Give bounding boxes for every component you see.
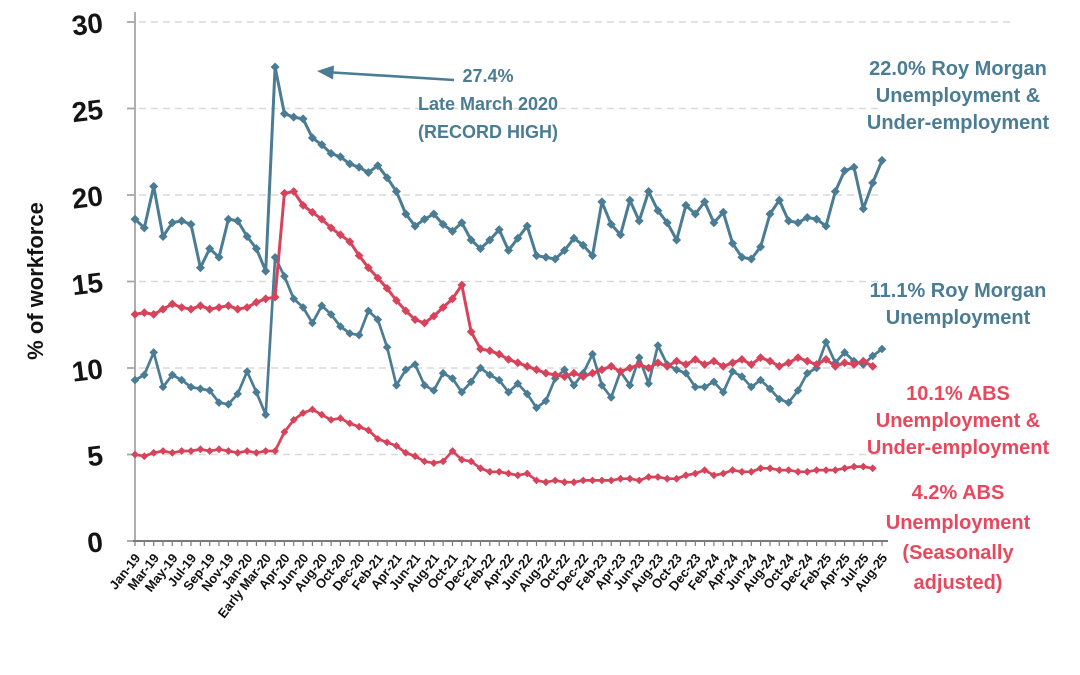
svg-text:0: 0: [85, 526, 104, 559]
series-label-line: (Seasonally: [902, 542, 1014, 564]
series-label-line: Unemployment &: [875, 410, 1041, 432]
annotation-value: 27.4%: [462, 66, 514, 86]
svg-text:5: 5: [85, 440, 104, 473]
series-label-line: adjusted): [913, 572, 1003, 594]
svg-text:30: 30: [70, 7, 105, 42]
record-high-annotation: 27.4% Late March 2020 (RECORD HIGH): [398, 62, 578, 146]
svg-text:20: 20: [70, 180, 105, 215]
annotation-date: Late March 2020: [417, 94, 559, 114]
series-label-line: 11.1% Roy Morgan: [869, 280, 1047, 302]
annotation-note: (RECORD HIGH): [418, 122, 558, 142]
series-label-roy-morgan-unemployment: 11.1% Roy Morgan Unemployment: [838, 278, 1078, 332]
series-label-line: Under-employment: [866, 437, 1050, 459]
series-label-abs-underemployment: 10.1% ABS Unemployment & Under-employmen…: [838, 381, 1078, 462]
series-label-line: 10.1% ABS: [906, 383, 1010, 405]
series-label-line: Unemployment: [885, 307, 1031, 329]
series-label-line: Unemployment &: [875, 85, 1041, 107]
series-label-line: Under-employment: [866, 112, 1050, 134]
series-label-line: 22.0% Roy Morgan: [869, 58, 1047, 80]
svg-text:15: 15: [70, 267, 105, 302]
series-label-line: 4.2% ABS: [911, 482, 1005, 504]
svg-text:10: 10: [70, 353, 105, 388]
y-axis-title: % of workforce: [23, 202, 48, 360]
series-label-line: Unemployment: [885, 512, 1031, 534]
series-label-roy-morgan-underemployment: 22.0% Roy Morgan Unemployment & Under-em…: [838, 56, 1078, 137]
series-label-abs-unemployment: 4.2% ABS Unemployment (Seasonally adjust…: [838, 478, 1078, 598]
svg-text:25: 25: [70, 94, 105, 129]
